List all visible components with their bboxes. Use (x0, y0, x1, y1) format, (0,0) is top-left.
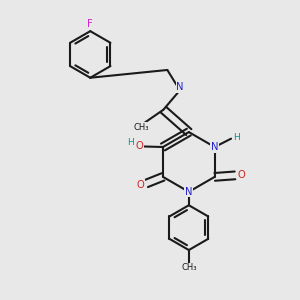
Text: CH₃: CH₃ (133, 123, 149, 132)
Text: H: H (233, 133, 240, 142)
Text: N: N (211, 142, 218, 152)
Text: O: O (137, 180, 144, 190)
Text: N: N (176, 82, 184, 92)
Text: CH₃: CH₃ (181, 263, 196, 272)
Text: H: H (127, 138, 134, 147)
Text: O: O (238, 170, 245, 180)
Text: N: N (185, 187, 193, 197)
Text: O: O (135, 141, 143, 152)
Text: F: F (87, 19, 93, 29)
